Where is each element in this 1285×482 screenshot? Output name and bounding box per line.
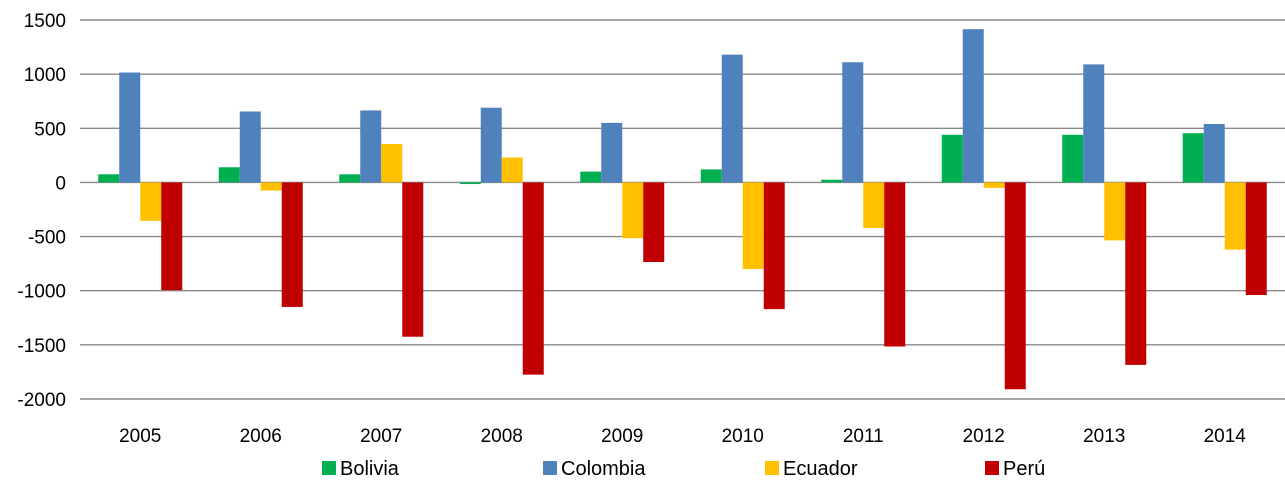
bar-colombia xyxy=(721,54,743,183)
bar-per xyxy=(884,182,906,347)
bar-bolivia xyxy=(339,174,361,183)
legend-swatch xyxy=(985,461,999,475)
bar-per xyxy=(161,182,183,291)
bars xyxy=(98,29,1267,390)
x-tick-label: 2009 xyxy=(601,426,643,447)
bar-ecuador xyxy=(742,182,764,270)
bar-colombia xyxy=(239,111,261,183)
x-tick-label: 2011 xyxy=(843,426,884,447)
bar-per xyxy=(643,182,665,263)
legend-label: Ecuador xyxy=(783,458,858,480)
x-tick-label: 2006 xyxy=(240,426,282,447)
y-tick-label: 1000 xyxy=(24,65,66,86)
x-tick-label: 2010 xyxy=(722,426,764,447)
bar-colombia xyxy=(480,107,502,183)
legend-label: Colombia xyxy=(561,458,646,480)
bar-per xyxy=(1245,182,1267,296)
y-tick-label: -1000 xyxy=(17,282,66,303)
bar-bolivia xyxy=(580,171,602,183)
bar-colombia xyxy=(962,29,984,183)
x-tick-label: 2014 xyxy=(1204,426,1247,447)
bar-bolivia xyxy=(218,167,240,183)
y-tick-label: -2000 xyxy=(17,390,66,411)
bar-per xyxy=(281,182,303,307)
bar-per xyxy=(522,182,544,375)
legend-label: Bolivia xyxy=(340,458,400,480)
y-tick-label: 500 xyxy=(34,119,66,140)
x-tick-label: 2005 xyxy=(119,426,161,447)
bar-bolivia xyxy=(98,174,120,183)
bar-bolivia xyxy=(821,179,843,183)
bar-per xyxy=(402,182,424,337)
bar-bolivia xyxy=(941,134,963,183)
x-tick-label: 2008 xyxy=(481,426,523,447)
bar-ecuador xyxy=(622,182,644,239)
bar-per xyxy=(1004,182,1026,390)
y-tick-label: -500 xyxy=(28,228,66,249)
y-tick-label: 0 xyxy=(55,173,66,194)
bar-bolivia xyxy=(1062,134,1084,183)
legend-swatch xyxy=(543,461,557,475)
bar-colombia xyxy=(119,72,141,183)
bar-per xyxy=(1125,182,1147,365)
bar-colombia xyxy=(601,122,623,183)
bar-colombia xyxy=(1203,123,1225,183)
bar-per xyxy=(763,182,785,310)
bar-ecuador xyxy=(1224,182,1246,250)
bar-ecuador xyxy=(863,182,885,228)
x-axis-ticks: 2005 2006 2007 2008 2009 2010 2011 2012 2013 2014 xyxy=(119,426,1246,447)
legend-swatch xyxy=(322,461,336,475)
x-tick-label: 2007 xyxy=(360,426,402,447)
bar-bolivia xyxy=(700,169,722,183)
bar-bolivia xyxy=(1182,133,1204,183)
y-axis-ticks: 1500 1000 500 0 -500 -1000 -1500 -2000 xyxy=(17,11,66,411)
x-tick-label: 2013 xyxy=(1083,426,1125,447)
bar-ecuador xyxy=(381,143,403,183)
bar-ecuador xyxy=(983,182,1005,188)
x-tick-label: 2012 xyxy=(963,426,1005,447)
bar-ecuador xyxy=(1104,182,1126,241)
y-tick-label: -1500 xyxy=(17,336,66,357)
bar-bolivia xyxy=(459,182,481,185)
y-tick-label: 1500 xyxy=(24,11,66,32)
legend-label: Perú xyxy=(1003,458,1045,480)
legend-swatch xyxy=(765,461,779,475)
bar-colombia xyxy=(1083,64,1105,183)
legend: Bolivia Colombia Ecuador Perú xyxy=(322,458,1045,480)
bar-ecuador xyxy=(260,182,282,191)
bar-ecuador xyxy=(140,182,162,221)
bar-colombia xyxy=(842,62,864,183)
bar-colombia xyxy=(360,110,382,183)
bar-ecuador xyxy=(501,157,523,183)
